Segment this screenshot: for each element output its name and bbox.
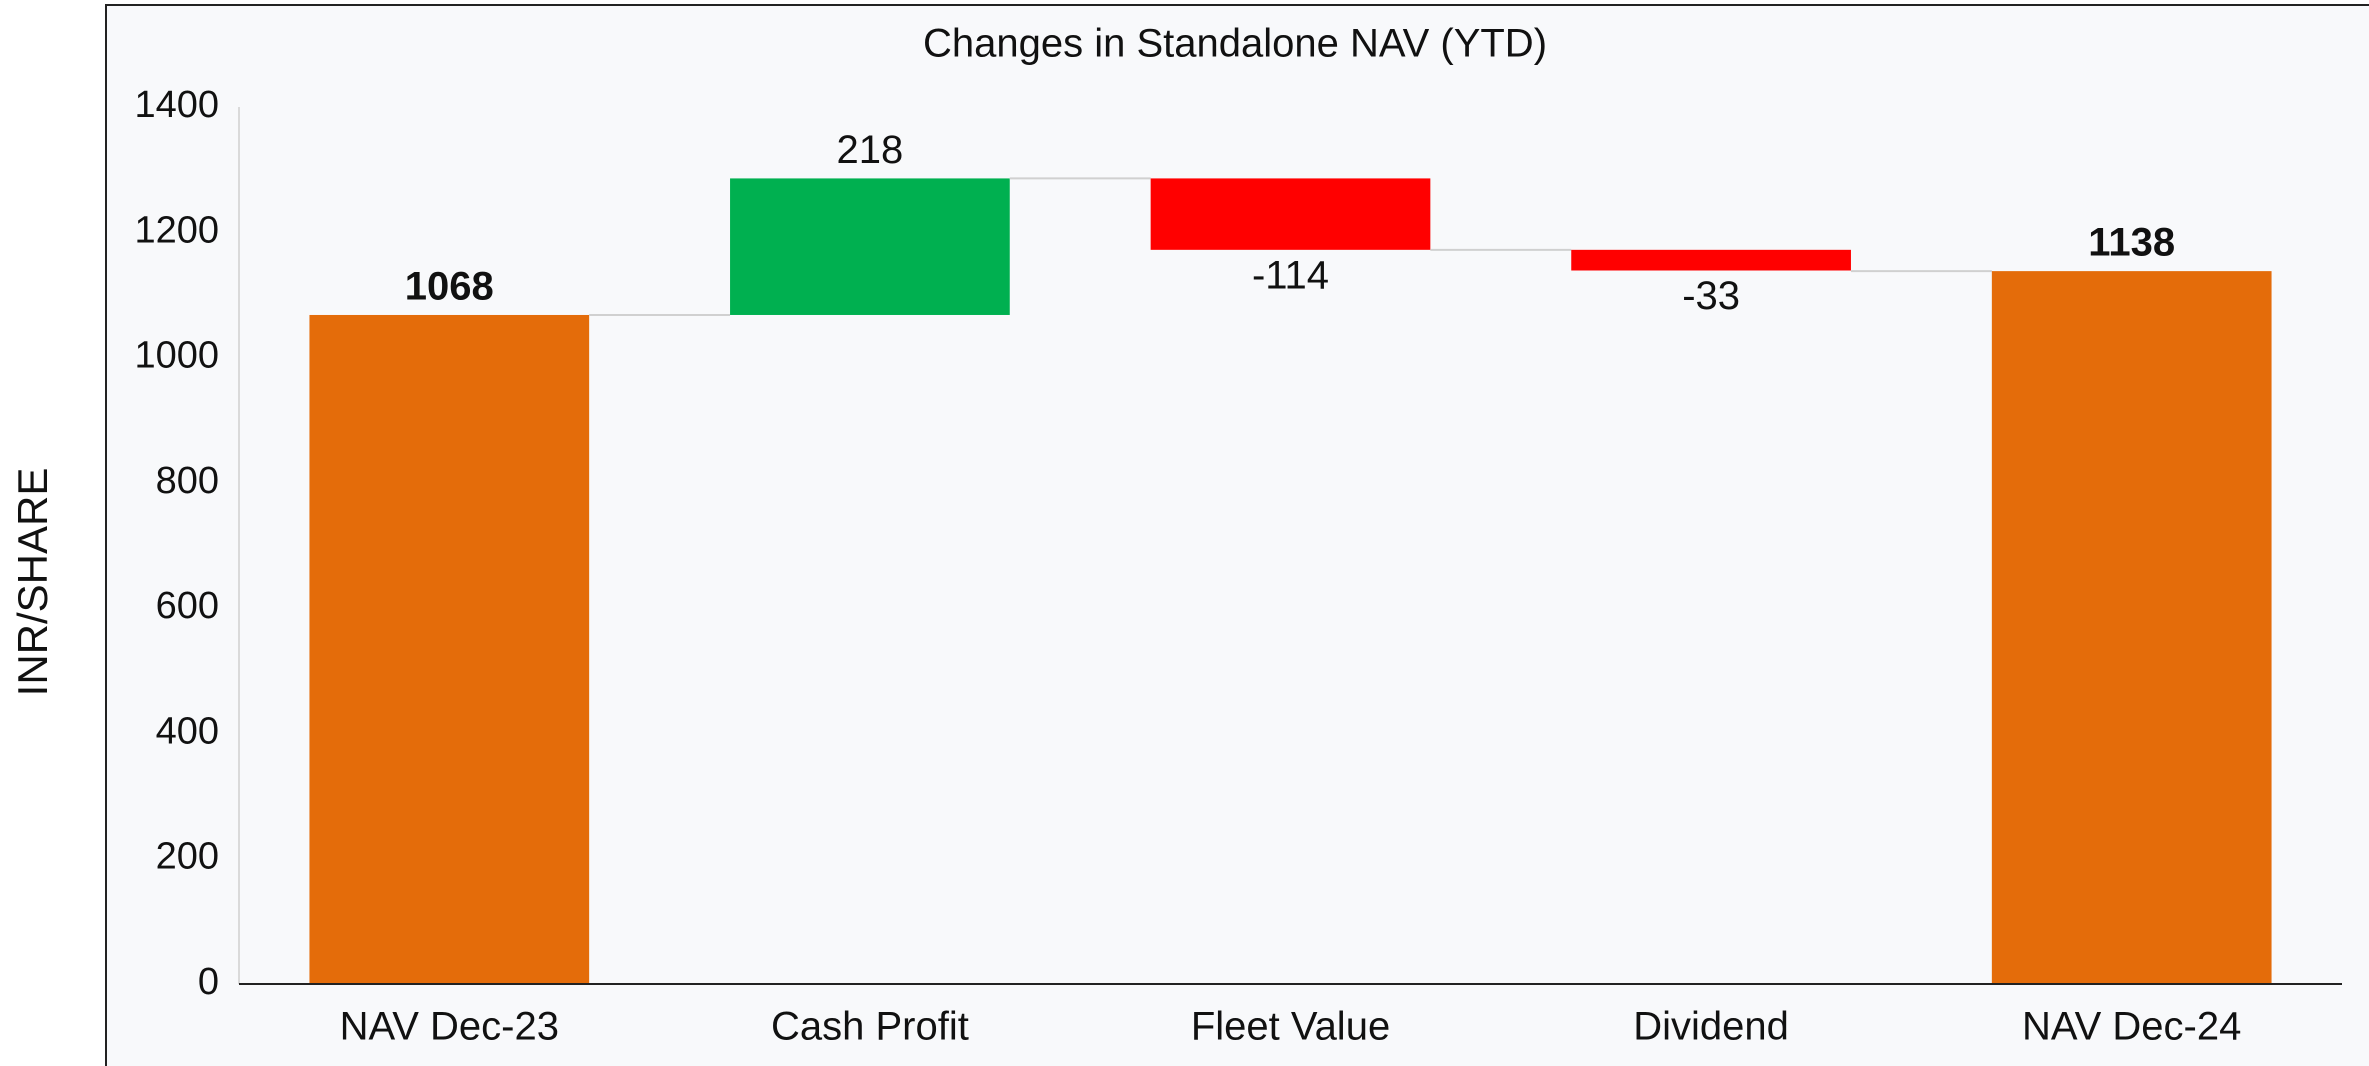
y-tick-label: 200 (156, 836, 219, 878)
data-label: -33 (1682, 274, 1740, 318)
y-tick-label: 1400 (134, 84, 219, 126)
y-tick-label: 600 (156, 585, 219, 627)
x-tick-label: NAV Dec-24 (2022, 1005, 2241, 1049)
x-tick-label: NAV Dec-23 (340, 1005, 559, 1049)
y-tick-label: 1000 (134, 335, 219, 377)
bar (730, 178, 1010, 315)
bar (309, 314, 590, 985)
y-axis-label: INR/SHARE (9, 468, 56, 697)
data-label: 1138 (2088, 221, 2175, 265)
bar (1571, 249, 1851, 271)
x-tick-label: Dividend (1633, 1005, 1789, 1049)
y-tick-label: 1200 (134, 209, 219, 251)
data-label: 218 (837, 128, 904, 172)
y-tick-label: 0 (198, 961, 219, 1003)
y-tick-label: 400 (156, 710, 219, 752)
bar (1991, 271, 2272, 985)
bar (1150, 178, 1431, 250)
data-label: 1068 (405, 265, 494, 309)
x-tick-label: Fleet Value (1191, 1005, 1390, 1049)
x-tick-label: Cash Profit (771, 1005, 969, 1049)
data-label: -114 (1252, 253, 1329, 297)
y-tick-label: 800 (156, 460, 219, 502)
chart-title: Changes in Standalone NAV (YTD) (923, 22, 1547, 66)
